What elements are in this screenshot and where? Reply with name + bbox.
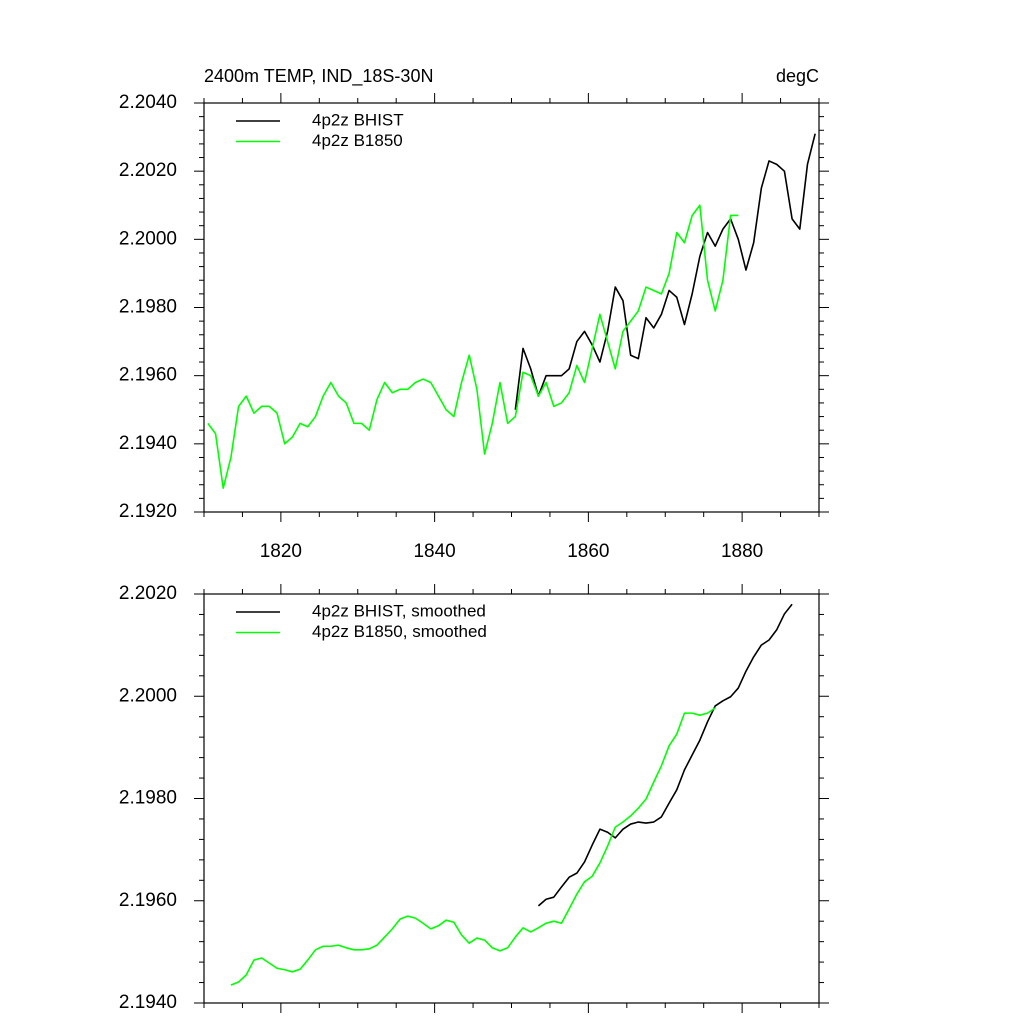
series-line <box>230 707 716 986</box>
y-tick-label: 2.1940 <box>119 433 177 454</box>
series-line <box>537 603 793 907</box>
x-tick-label: 1820 <box>260 541 302 562</box>
y-tick-label: 2.2000 <box>119 228 177 249</box>
legend-label: 4p2z B1850, smoothed <box>312 622 487 641</box>
legend-label: 4p2z BHIST <box>312 110 404 129</box>
legend-label: 4p2z B1850 <box>312 131 403 150</box>
y-tick-label: 2.2040 <box>119 92 177 113</box>
series-line <box>207 204 739 489</box>
x-tick-label: 1840 <box>413 541 455 562</box>
x-tick-label: 1860 <box>567 541 609 562</box>
y-tick-label: 2.2020 <box>119 160 177 181</box>
y-tick-label: 2.1980 <box>119 297 177 318</box>
plot-frame <box>203 102 820 513</box>
y-tick-label: 2.1980 <box>119 788 177 809</box>
y-tick-label: 2.1940 <box>119 992 177 1013</box>
y-tick-label: 2.1960 <box>119 890 177 911</box>
legend-label: 4p2z BHIST, smoothed <box>312 601 486 620</box>
y-tick-label: 2.1960 <box>119 365 177 386</box>
y-tick-label: 2.2020 <box>119 583 177 604</box>
series-line <box>514 133 816 410</box>
chart-title: 2400m TEMP, IND_18S-30N <box>204 66 433 87</box>
y-tick-label: 2.2000 <box>119 685 177 706</box>
y-tick-label: 2.1920 <box>119 501 177 522</box>
units-label: degC <box>776 66 819 86</box>
x-tick-label: 1880 <box>721 541 763 562</box>
